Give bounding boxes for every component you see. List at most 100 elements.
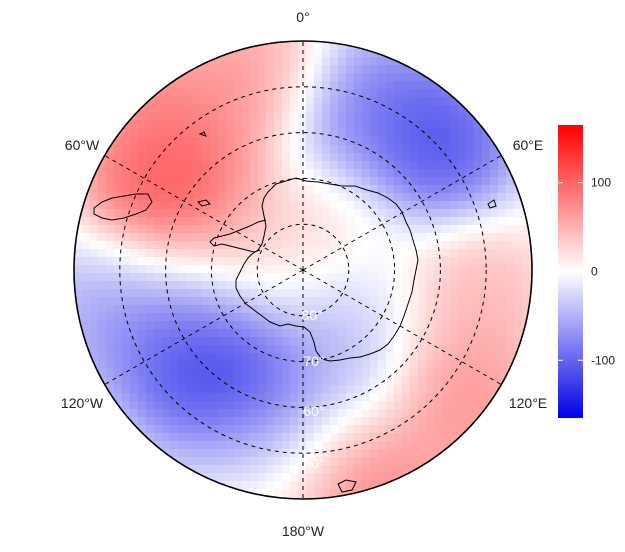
field-cell — [194, 65, 203, 74]
field-cell — [170, 265, 179, 274]
field-cell — [474, 145, 483, 154]
field-cell — [258, 369, 267, 378]
field-cell — [250, 185, 259, 194]
field-cell — [490, 249, 499, 258]
field-cell — [282, 145, 291, 154]
field-cell — [474, 425, 483, 434]
field-cell — [250, 121, 259, 130]
field-cell — [242, 297, 251, 306]
field-cell — [434, 265, 443, 274]
lon-label-60w: 60°W — [65, 137, 100, 153]
field-cell — [322, 473, 331, 482]
field-cell — [282, 481, 291, 490]
field-cell — [210, 193, 219, 202]
field-cell — [106, 361, 115, 370]
field-cell — [474, 401, 483, 410]
field-cell — [266, 193, 275, 202]
field-cell — [378, 473, 387, 482]
field-cell — [274, 473, 283, 482]
colorbar-tick-label: 100 — [591, 176, 611, 190]
field-cell — [234, 369, 243, 378]
field-cell — [362, 321, 371, 330]
field-cell — [282, 265, 291, 274]
field-cell — [346, 145, 355, 154]
meridian-line — [302, 269, 502, 385]
field-cell — [194, 345, 203, 354]
field-cell — [442, 209, 451, 218]
field-cell — [170, 345, 179, 354]
field-cell — [154, 105, 163, 114]
field-cell — [282, 41, 291, 50]
field-cell — [98, 289, 107, 298]
field-cell — [450, 401, 459, 410]
field-cell — [250, 409, 259, 418]
field-cell — [130, 233, 139, 242]
field-cell — [466, 161, 475, 170]
field-cell — [330, 185, 339, 194]
field-cell — [394, 457, 403, 466]
field-cell — [138, 225, 147, 234]
field-cell — [250, 433, 259, 442]
field-cell — [202, 353, 211, 362]
field-cell — [394, 321, 403, 330]
field-cell — [482, 145, 491, 154]
field-cell — [314, 209, 323, 218]
field-cell — [474, 289, 483, 298]
field-cell — [346, 161, 355, 170]
field-cell — [378, 81, 387, 90]
field-cell — [426, 177, 435, 186]
field-cell — [482, 177, 491, 186]
field-cell — [146, 121, 155, 130]
field-cell — [114, 185, 123, 194]
field-cell — [490, 153, 499, 162]
field-cell — [426, 385, 435, 394]
field-cell — [162, 313, 171, 322]
field-cell — [330, 129, 339, 138]
field-cell — [410, 409, 419, 418]
field-cell — [194, 337, 203, 346]
field-cell — [146, 425, 155, 434]
field-cell — [490, 161, 499, 170]
field-cell — [202, 289, 211, 298]
field-cell — [250, 233, 259, 242]
field-cell — [330, 177, 339, 186]
field-cell — [274, 417, 283, 426]
field-cell — [266, 177, 275, 186]
field-cell — [474, 241, 483, 250]
field-cell — [490, 265, 499, 274]
field-cell — [146, 369, 155, 378]
field-cell — [234, 321, 243, 330]
field-cell — [474, 217, 483, 226]
field-cell — [330, 169, 339, 178]
field-cell — [298, 329, 307, 338]
field-cell — [82, 217, 91, 226]
field-cell — [90, 305, 99, 314]
field-cell — [282, 129, 291, 138]
field-cell — [466, 145, 475, 154]
field-cell — [114, 137, 123, 146]
field-cell — [450, 129, 459, 138]
field-cell — [354, 233, 363, 242]
field-cell — [178, 425, 187, 434]
field-cell — [306, 489, 315, 498]
field-cell — [146, 161, 155, 170]
field-cell — [466, 337, 475, 346]
field-cell — [482, 169, 491, 178]
field-cell — [354, 297, 363, 306]
field-cell — [154, 121, 163, 130]
field-cell — [250, 361, 259, 370]
field-cell — [338, 105, 347, 114]
field-cell — [354, 217, 363, 226]
field-cell — [378, 161, 387, 170]
field-cell — [362, 201, 371, 210]
field-cell — [490, 145, 499, 154]
field-cell — [466, 113, 475, 122]
field-cell — [386, 353, 395, 362]
field-cell — [202, 313, 211, 322]
field-cell — [506, 361, 515, 370]
field-cell — [362, 481, 371, 490]
field-cell — [106, 305, 115, 314]
field-cell — [218, 241, 227, 250]
field-cell — [386, 393, 395, 402]
field-cell — [194, 129, 203, 138]
